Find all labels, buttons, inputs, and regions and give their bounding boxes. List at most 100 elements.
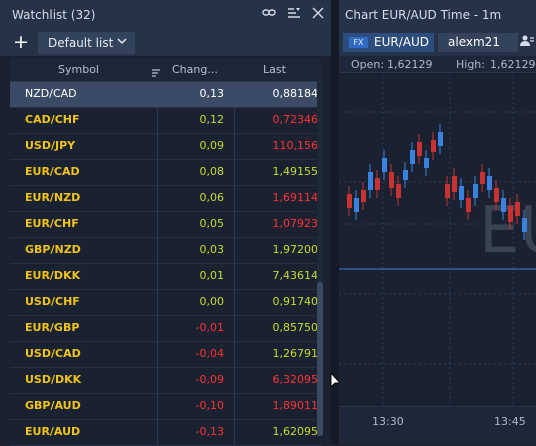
candle-body	[354, 198, 359, 212]
list-selector-label: Default list	[48, 36, 114, 50]
table-row[interactable]: EUR/DKK 0,01 7,43614	[10, 264, 321, 290]
candle-body	[382, 158, 387, 172]
candle-body	[438, 132, 443, 146]
menu-filter-icon[interactable]	[287, 7, 301, 22]
link-icon[interactable]	[262, 7, 276, 22]
change-cell: -0,09	[195, 373, 224, 386]
change-cell: 0,05	[199, 217, 225, 230]
candle-body	[445, 184, 450, 198]
change-cell: -0,01	[195, 321, 224, 334]
table-row[interactable]: NZD/CAD 0,13 0,88184	[10, 82, 321, 108]
table-row[interactable]: EUR/AUD -0,13 1,62095	[10, 420, 321, 446]
last-cell: 110,156	[272, 139, 319, 152]
scrollbar-thumb[interactable]	[317, 282, 323, 436]
chart-title-bar: Chart EUR/AUD Time - 1m	[339, 0, 536, 30]
symbol-cell: EUR/CAD	[25, 165, 80, 178]
close-icon[interactable]	[312, 7, 324, 22]
candle-body	[410, 150, 415, 164]
time-label: 13:45	[494, 415, 526, 428]
table-row[interactable]: GBP/NZD 0,03 1,97200	[10, 238, 321, 264]
table-row[interactable]: USD/CAD -0,04 1,26791	[10, 342, 321, 368]
candle-body	[466, 198, 471, 212]
list-selector-dropdown[interactable]: Default list	[38, 32, 135, 54]
panel-divider[interactable]	[331, 0, 339, 444]
table-row[interactable]: EUR/CAD 0,08 1,49155	[10, 160, 321, 186]
change-cell: 0,13	[199, 87, 225, 100]
last-cell: 0,91740	[272, 295, 319, 308]
column-header-last[interactable]: Last	[263, 63, 286, 76]
change-cell: -0,10	[195, 399, 224, 412]
fx-badge: FX	[349, 37, 368, 48]
candle-body	[522, 218, 527, 232]
column-separator	[234, 82, 235, 446]
watchlist-title-bar: Watchlist (32)	[0, 0, 331, 30]
symbol-cell: EUR/CHF	[25, 217, 79, 230]
symbol-cell: USD/JPY	[25, 139, 76, 152]
open-value: 1,62129	[387, 58, 433, 71]
watchlist-toolbar: + Default list	[0, 30, 331, 56]
change-cell: 0,00	[199, 295, 225, 308]
symbol-cell: USD/DKK	[25, 373, 82, 386]
table-row[interactable]: GBP/AUD -0,10 1,89011	[10, 394, 321, 420]
table-row[interactable]: EUR/NZD 0,06 1,69114	[10, 186, 321, 212]
chevron-down-icon	[117, 35, 127, 48]
table-row[interactable]: USD/DKK -0,09 6,32095	[10, 368, 321, 394]
symbol-cell: USD/CHF	[25, 295, 80, 308]
last-cell: 1,69114	[272, 191, 319, 204]
sort-icon[interactable]	[151, 63, 161, 82]
change-cell: 0,09	[199, 139, 225, 152]
column-header-symbol[interactable]: Symbol	[58, 63, 99, 76]
candle-body	[389, 172, 394, 188]
symbol-cell: EUR/GBP	[25, 321, 80, 334]
last-cell: 7,43614	[272, 269, 319, 282]
last-cell: 6,32095	[272, 373, 319, 386]
symbol-cell: USD/CAD	[25, 347, 81, 360]
open-label: Open:	[351, 58, 385, 71]
chart-plot-area[interactable]: EU	[339, 72, 536, 406]
column-header-change[interactable]: Chang...	[172, 63, 218, 76]
candle-body	[487, 176, 492, 190]
candle-body	[473, 184, 478, 198]
change-cell: -0,04	[195, 347, 224, 360]
scrollbar-track[interactable]	[317, 82, 323, 436]
last-cell: 1,62095	[272, 425, 319, 438]
table-row[interactable]: CAD/CHF 0,12 0,72346	[10, 108, 321, 134]
change-cell: 0,12	[199, 113, 225, 126]
time-axis: 13:30 13:45	[339, 406, 536, 444]
table-row[interactable]: USD/CHF 0,00 0,91740	[10, 290, 321, 316]
symbol-cell: EUR/DKK	[25, 269, 81, 282]
change-cell: 0,06	[199, 191, 225, 204]
chart-panel: Chart EUR/AUD Time - 1m FX EUR/AUD alexm…	[339, 0, 536, 444]
last-cell: 0,88184	[272, 87, 319, 100]
symbol-cell: GBP/AUD	[25, 399, 81, 412]
account-name: alexm21	[448, 35, 500, 49]
table-row[interactable]: EUR/GBP -0,01 0,85750	[10, 316, 321, 342]
table-row[interactable]: EUR/CHF 0,05 1,07923	[10, 212, 321, 238]
candle-body	[396, 184, 401, 198]
symbol-cell: CAD/CHF	[25, 113, 80, 126]
watchlist-header: Symbol Chang... Last	[10, 58, 321, 82]
candle-body	[424, 158, 429, 168]
symbol-cell: NZD/CAD	[25, 87, 77, 100]
candlestick-chart: EU	[339, 72, 536, 406]
change-cell: -0,13	[195, 425, 224, 438]
plus-icon[interactable]: +	[13, 31, 29, 53]
symbol-cell: GBP/NZD	[25, 243, 81, 256]
account-selector[interactable]: alexm21	[438, 33, 518, 52]
person-icon[interactable]	[520, 35, 534, 50]
candle-body	[508, 206, 513, 222]
instrument-selector[interactable]: FX EUR/AUD	[343, 33, 434, 52]
table-row[interactable]: USD/JPY 0,09 110,156	[10, 134, 321, 160]
last-cell: 1,07923	[272, 217, 319, 230]
symbol-cell: EUR/AUD	[25, 425, 81, 438]
change-cell: 0,01	[199, 269, 225, 282]
chart-title: Chart EUR/AUD Time - 1m	[345, 8, 502, 22]
high-value: 1,62129	[490, 58, 536, 71]
chart-toolbar: FX EUR/AUD alexm21	[339, 30, 536, 56]
ohlc-bar: Open: 1,62129 High: 1,62129	[339, 56, 536, 73]
candle-body	[494, 188, 499, 202]
last-cell: 1,89011	[272, 399, 319, 412]
candle-body	[431, 140, 436, 152]
candle-body	[368, 172, 373, 190]
mouse-cursor-icon	[330, 371, 342, 390]
